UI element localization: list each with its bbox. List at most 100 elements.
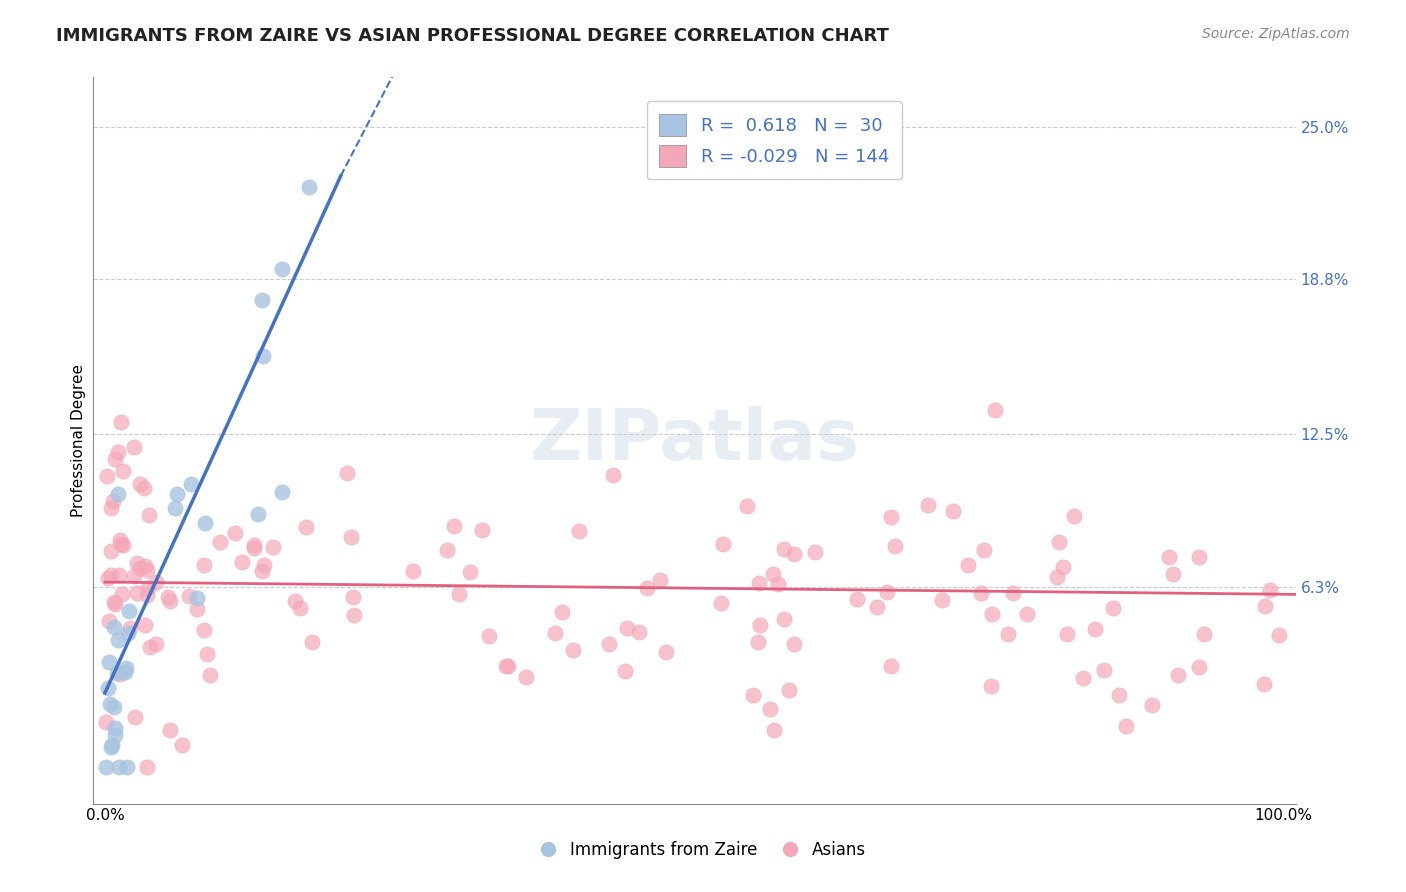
Point (866, 599, 889, 614)
Point (125, 556, 148, 570)
Point (1157, 549, 1180, 564)
Point (768, 577, 790, 591)
Point (103, 620, 125, 634)
Point (301, 634, 323, 648)
Point (107, 632, 129, 647)
Point (224, 525, 246, 540)
Point (159, 723, 181, 737)
Legend: Immigrants from Zaire, Asians: Immigrants from Zaire, Asians (533, 835, 873, 866)
Point (460, 565, 482, 579)
Point (616, 621, 638, 635)
Point (200, 668, 222, 682)
Point (122, 569, 145, 583)
Point (111, 587, 134, 601)
Point (970, 585, 993, 599)
Point (783, 638, 806, 652)
Point (477, 629, 499, 643)
Point (98, 697, 121, 711)
Point (252, 293, 274, 308)
Point (602, 468, 624, 483)
Point (1192, 627, 1215, 641)
Point (1115, 719, 1137, 733)
Point (1268, 628, 1291, 642)
Point (544, 626, 567, 640)
Point (128, 561, 150, 575)
Point (742, 688, 765, 702)
Point (880, 659, 903, 673)
Point (135, 760, 157, 774)
Point (883, 539, 905, 553)
Point (111, 538, 134, 552)
Point (271, 485, 294, 500)
Point (436, 543, 458, 558)
Point (298, 180, 321, 194)
Point (598, 637, 620, 651)
Point (253, 558, 276, 573)
Point (186, 591, 208, 605)
Point (710, 596, 733, 610)
Point (108, 533, 131, 547)
Point (209, 535, 232, 549)
Point (124, 710, 146, 724)
Point (880, 509, 903, 524)
Point (100, 739, 122, 754)
Point (551, 605, 574, 619)
Point (654, 645, 676, 659)
Point (339, 530, 361, 544)
Point (193, 623, 215, 637)
Legend: R =  0.618   N =  30, R = -0.029   N = 144: R = 0.618 N = 30, R = -0.029 N = 144 (647, 101, 901, 179)
Point (111, 464, 134, 478)
Point (194, 516, 217, 530)
Point (243, 538, 266, 552)
Point (100, 567, 122, 582)
Point (117, 626, 139, 640)
Point (1188, 550, 1211, 565)
Point (252, 349, 274, 363)
Point (1063, 508, 1085, 523)
Point (284, 594, 307, 608)
Point (262, 540, 284, 554)
Point (163, 500, 186, 515)
Point (636, 582, 658, 596)
Point (845, 592, 868, 607)
Point (125, 586, 148, 600)
Point (247, 507, 270, 521)
Point (94, 760, 117, 774)
Point (139, 640, 162, 655)
Point (737, 500, 759, 514)
Point (804, 545, 827, 559)
Point (1108, 688, 1130, 702)
Point (1188, 659, 1211, 673)
Point (973, 543, 995, 558)
Point (105, 666, 128, 681)
Point (145, 574, 167, 589)
Point (762, 566, 785, 581)
Point (114, 665, 136, 679)
Point (778, 682, 800, 697)
Point (402, 564, 425, 578)
Point (1084, 622, 1107, 636)
Point (128, 476, 150, 491)
Point (759, 702, 782, 716)
Point (110, 537, 132, 551)
Point (101, 739, 124, 753)
Point (931, 592, 953, 607)
Point (495, 659, 517, 673)
Point (186, 601, 208, 615)
Point (711, 537, 734, 551)
Point (107, 444, 129, 458)
Point (773, 612, 796, 626)
Point (628, 625, 651, 640)
Point (449, 587, 471, 601)
Point (100, 501, 122, 516)
Point (1167, 668, 1189, 682)
Point (515, 670, 537, 684)
Point (104, 452, 127, 467)
Point (170, 738, 193, 752)
Point (117, 760, 139, 774)
Point (104, 728, 127, 742)
Point (1253, 677, 1275, 691)
Point (108, 667, 131, 681)
Point (1102, 601, 1125, 615)
Point (136, 588, 159, 602)
